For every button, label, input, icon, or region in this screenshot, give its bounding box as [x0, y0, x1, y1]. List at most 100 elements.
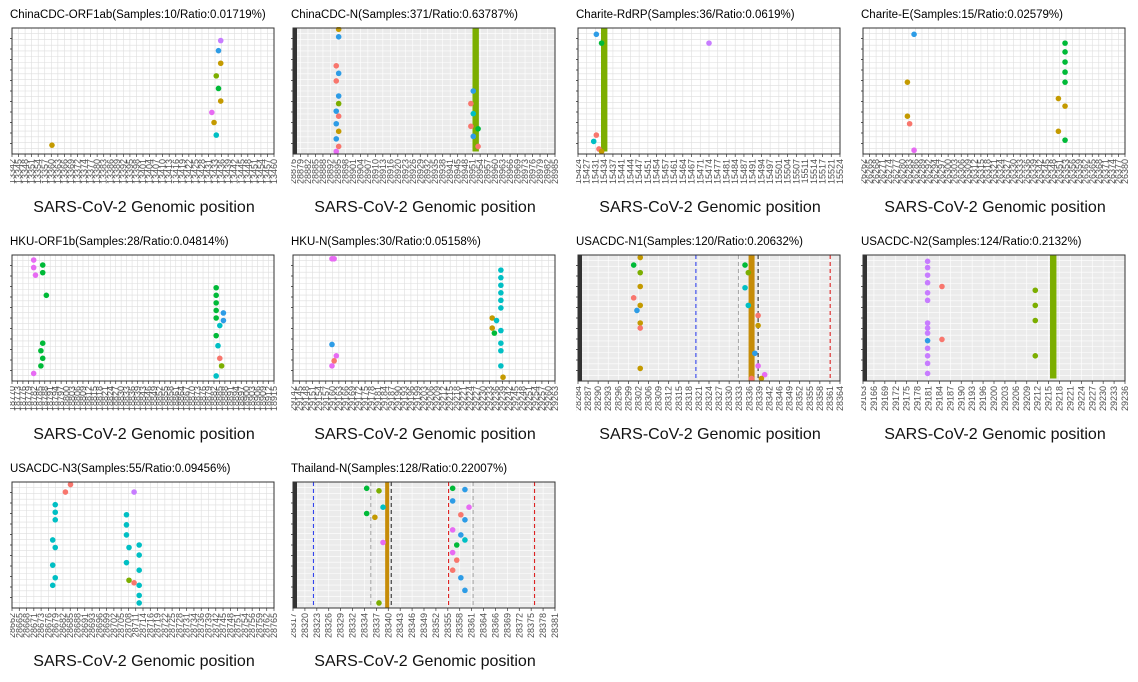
x-tick-label: 29187 [386, 386, 396, 411]
data-point [136, 552, 142, 558]
data-point [706, 40, 712, 46]
x-tick-label: 28329 [336, 613, 346, 638]
x-tick-label: 28337 [371, 613, 381, 638]
data-point [49, 537, 56, 543]
x-tick-label: 26345 [1041, 159, 1051, 184]
chart-panel-6: HKU-N(Samples:30/Ratio:0.05158%) 29142 291… [291, 236, 559, 448]
data-point [136, 582, 142, 589]
x-tick-label: 28948 [460, 159, 470, 184]
scatter-plot: 2887628879288822888528888288922889528898… [291, 27, 559, 184]
x-tick-label: 29187 [945, 386, 955, 411]
data-point [924, 279, 931, 286]
x-tick-label: 28342 [764, 386, 774, 411]
x-tick-label: 15477 [713, 159, 723, 184]
data-point [216, 355, 223, 362]
x-tick-label: 29239 [498, 386, 508, 411]
x-tick-label: 13454 [256, 159, 266, 184]
x-tick-label: 29154 [314, 386, 324, 411]
data-point [498, 267, 504, 273]
x-tick-label: 13348 [20, 159, 30, 184]
data-point [131, 489, 137, 495]
x-tick-label: 28315 [674, 386, 684, 411]
x-tick-label: 28756 [247, 613, 257, 638]
data-point [39, 340, 46, 346]
x-tick-label: 18827 [111, 386, 121, 411]
x-tick-label: 29172 [891, 386, 901, 411]
x-tick-label: 18906 [253, 386, 263, 411]
data-point [331, 358, 337, 364]
x-tick-label: 29157 [321, 386, 331, 411]
data-point [745, 302, 752, 309]
x-tick-label: 13416 [171, 159, 181, 184]
x-tick-label: 29230 [478, 386, 488, 411]
x-tick-label: 18782 [29, 386, 39, 411]
x-tick-label: 15514 [809, 159, 819, 184]
x-tick-label: 28302 [633, 386, 643, 411]
x-tick-label: 15481 [721, 159, 731, 184]
chart-panel-4: Charite-E(Samples:15/Ratio:0.02579%) 2626… [861, 9, 1129, 221]
x-tick-label: 28904 [355, 159, 365, 184]
grid-lines [577, 254, 841, 382]
data-point [39, 262, 46, 268]
data-point [758, 375, 765, 382]
x-tick-label: 26286 [910, 159, 920, 184]
x-tick-label: 29209 [432, 386, 442, 411]
data-point [498, 305, 504, 311]
x-axis-label: SARS-CoV-2 Genomic position [314, 653, 536, 670]
x-tick-label: 28754 [240, 613, 250, 638]
x-tick-label: 29178 [367, 386, 377, 411]
x-tick-label: 13380 [92, 159, 102, 184]
data-point [475, 143, 481, 150]
data-point [136, 592, 142, 599]
data-point [939, 336, 945, 343]
x-tick-label: 26374 [1107, 159, 1117, 184]
data-point [1055, 128, 1062, 135]
x-tick-label: 29175 [902, 386, 912, 411]
data-point [38, 347, 44, 354]
data-point [335, 100, 342, 107]
x-tick-label: 28346 [775, 386, 785, 411]
x-tick-label: 28317 [291, 613, 298, 638]
x-tick-label: 28355 [805, 386, 815, 411]
scatter-plot: 2626226265262682627126274262772628026283… [861, 27, 1129, 184]
data-point [333, 353, 340, 359]
panel-title: HKU-N(Samples:30/Ratio:0.05158%) [291, 236, 481, 248]
data-point [449, 485, 456, 492]
data-point [453, 542, 460, 548]
data-point [742, 262, 748, 268]
data-point [598, 40, 605, 46]
x-tick-label: 28352 [795, 386, 805, 411]
x-tick-label: 26380 [1120, 159, 1129, 184]
x-tick-label: 13442 [230, 159, 240, 184]
x-tick-label: 13342 [10, 159, 17, 184]
x-tick-label: 28309 [654, 386, 664, 411]
data-point [637, 269, 644, 276]
data-point [593, 132, 600, 138]
x-tick-label: 29227 [471, 386, 481, 411]
x-tick-label: 28920 [393, 159, 403, 184]
x-tick-label: 15524 [835, 159, 844, 184]
x-tick-label: 18839 [133, 386, 143, 411]
chart-panel-2: ChinaCDC-N(Samples:371/Ratio:0.63787%) 28… [291, 9, 559, 221]
data-point [335, 93, 342, 99]
data-point [39, 269, 46, 276]
x-tick-label: 26297 [937, 159, 947, 184]
data-point [939, 283, 945, 290]
x-tick-label: 26353 [1061, 159, 1071, 184]
x-tick-label: 28888 [318, 159, 328, 184]
point-stack-band [748, 255, 755, 381]
x-tick-label: 29175 [360, 386, 370, 411]
x-tick-label: 28926 [408, 159, 418, 184]
x-tick-label: 28323 [312, 613, 322, 638]
x-tick-label: 28306 [644, 386, 654, 411]
data-point [924, 345, 931, 352]
x-tick-label: 13431 [204, 159, 214, 184]
x-tick-label: 26362 [1081, 159, 1091, 184]
x-tick-label: 29181 [924, 386, 934, 411]
scatter-plot: 1877018773187761877918782187851878818791… [10, 254, 278, 411]
x-tick-label: 29248 [517, 386, 527, 411]
data-point [924, 258, 931, 265]
x-tick-label: 28742 [211, 613, 221, 638]
x-tick-label: 28892 [325, 159, 335, 184]
x-tick-label: 28671 [29, 613, 39, 638]
